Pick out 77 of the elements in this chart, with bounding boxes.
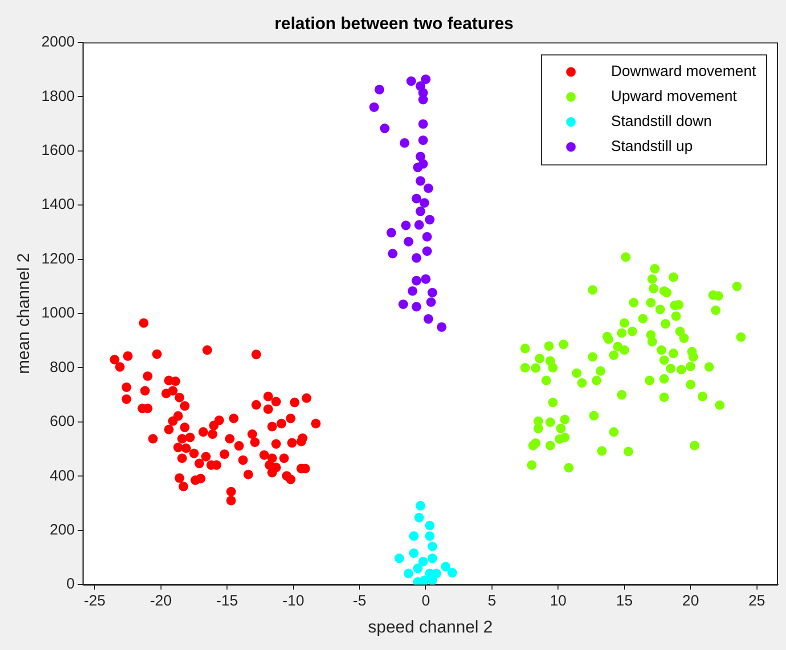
point — [412, 253, 422, 263]
point — [420, 74, 431, 84]
point — [418, 556, 428, 566]
x-tick-label: 0 — [422, 592, 430, 610]
point — [406, 76, 416, 86]
point — [401, 220, 411, 230]
point — [428, 542, 438, 552]
point — [440, 562, 450, 572]
point — [424, 183, 434, 194]
point — [412, 194, 422, 204]
x-tick-label: -25 — [84, 592, 106, 610]
point — [418, 119, 428, 129]
point — [428, 554, 438, 564]
point — [380, 124, 390, 134]
x-tick-label: -5 — [352, 592, 366, 610]
point — [404, 236, 414, 246]
x-tick-label: 5 — [488, 592, 496, 610]
point — [409, 548, 419, 558]
point — [369, 102, 379, 112]
x-tick-label: 10 — [550, 592, 567, 610]
point — [416, 206, 426, 216]
point — [413, 162, 423, 172]
y-tick-label: 800 — [50, 358, 75, 376]
x-tick-label: -20 — [150, 592, 172, 610]
point — [400, 138, 410, 148]
y-axis-title: mean channel 2 — [14, 253, 33, 374]
y-tick-label: 1800 — [41, 88, 75, 105]
point — [422, 232, 432, 242]
y-tick-label: 600 — [50, 413, 75, 430]
point — [420, 274, 431, 284]
y-tick-label: 1400 — [41, 196, 75, 214]
point — [436, 322, 446, 332]
x-tick-label: 20 — [682, 592, 699, 610]
point — [412, 302, 422, 312]
point — [424, 214, 435, 224]
y-tick-label: 0 — [66, 576, 75, 593]
chart-title: relation between two features — [274, 14, 514, 33]
point — [416, 500, 426, 511]
point — [416, 176, 426, 186]
point — [409, 531, 419, 541]
point — [414, 220, 424, 230]
legend-label: Upward movement — [610, 88, 738, 106]
y-tick-label: 200 — [50, 522, 75, 539]
y-tick-label: 1200 — [41, 250, 75, 268]
point — [413, 564, 423, 574]
y-tick-label: 400 — [50, 467, 75, 484]
x-tick-label: -10 — [282, 592, 304, 610]
point — [418, 94, 428, 104]
legend-label: Standstill up — [610, 138, 693, 156]
point — [413, 577, 423, 585]
point — [420, 198, 430, 208]
point — [447, 568, 458, 578]
point — [422, 246, 432, 256]
x-tick-label: 15 — [616, 592, 633, 610]
point — [408, 286, 418, 296]
y-tick-label: 2000 — [41, 34, 75, 51]
y-tick-label: 1000 — [41, 304, 75, 322]
point — [388, 248, 398, 258]
y-tick-label: 1600 — [41, 142, 75, 159]
point — [414, 512, 424, 522]
point — [394, 554, 404, 564]
point — [412, 276, 422, 286]
x-axis-title: speed channel 2 — [368, 617, 493, 636]
legend-label: Standstill down — [610, 113, 712, 130]
point — [404, 568, 414, 578]
x-tick-label: 25 — [748, 592, 766, 610]
point — [428, 288, 438, 298]
point — [398, 299, 408, 310]
legend-label: Downward movement — [610, 63, 757, 80]
point — [426, 297, 436, 307]
point — [386, 228, 396, 238]
point — [424, 520, 435, 530]
point — [424, 531, 435, 541]
x-tick-label: -15 — [216, 592, 238, 610]
point — [424, 314, 434, 324]
point — [418, 135, 428, 146]
point — [374, 84, 384, 94]
